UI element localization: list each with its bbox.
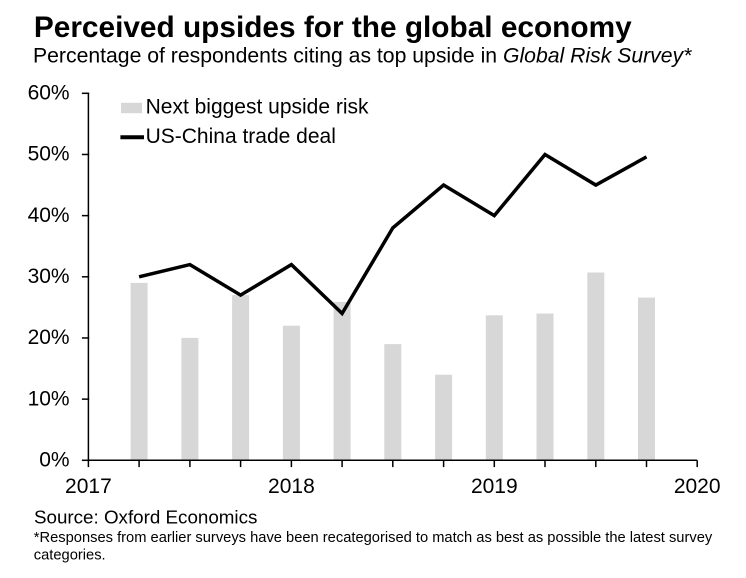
svg-text:*Responses from earlier survey: *Responses from earlier surveys have bee…	[34, 530, 713, 546]
svg-text:US-China trade deal: US-China trade deal	[146, 125, 336, 148]
svg-text:Next biggest upside risk: Next biggest upside risk	[146, 96, 369, 119]
svg-text:Source: Oxford Economics: Source: Oxford Economics	[34, 506, 257, 527]
svg-text:2020: 2020	[674, 475, 721, 498]
svg-text:60%: 60%	[28, 82, 70, 105]
svg-text:0%: 0%	[39, 448, 69, 471]
svg-text:40%: 40%	[28, 204, 70, 227]
svg-text:10%: 10%	[28, 387, 70, 410]
svg-text:50%: 50%	[28, 143, 70, 166]
svg-text:20%: 20%	[28, 326, 70, 349]
svg-text:Percentage of respondents citi: Percentage of respondents citing as top …	[33, 44, 692, 67]
svg-text:2019: 2019	[471, 475, 518, 498]
svg-text:categories.: categories.	[34, 547, 106, 563]
svg-text:Perceived upsides for the glob: Perceived upsides for the global economy	[34, 11, 632, 44]
svg-text:2017: 2017	[65, 475, 112, 498]
svg-text:2018: 2018	[268, 475, 315, 498]
svg-text:30%: 30%	[28, 265, 70, 288]
